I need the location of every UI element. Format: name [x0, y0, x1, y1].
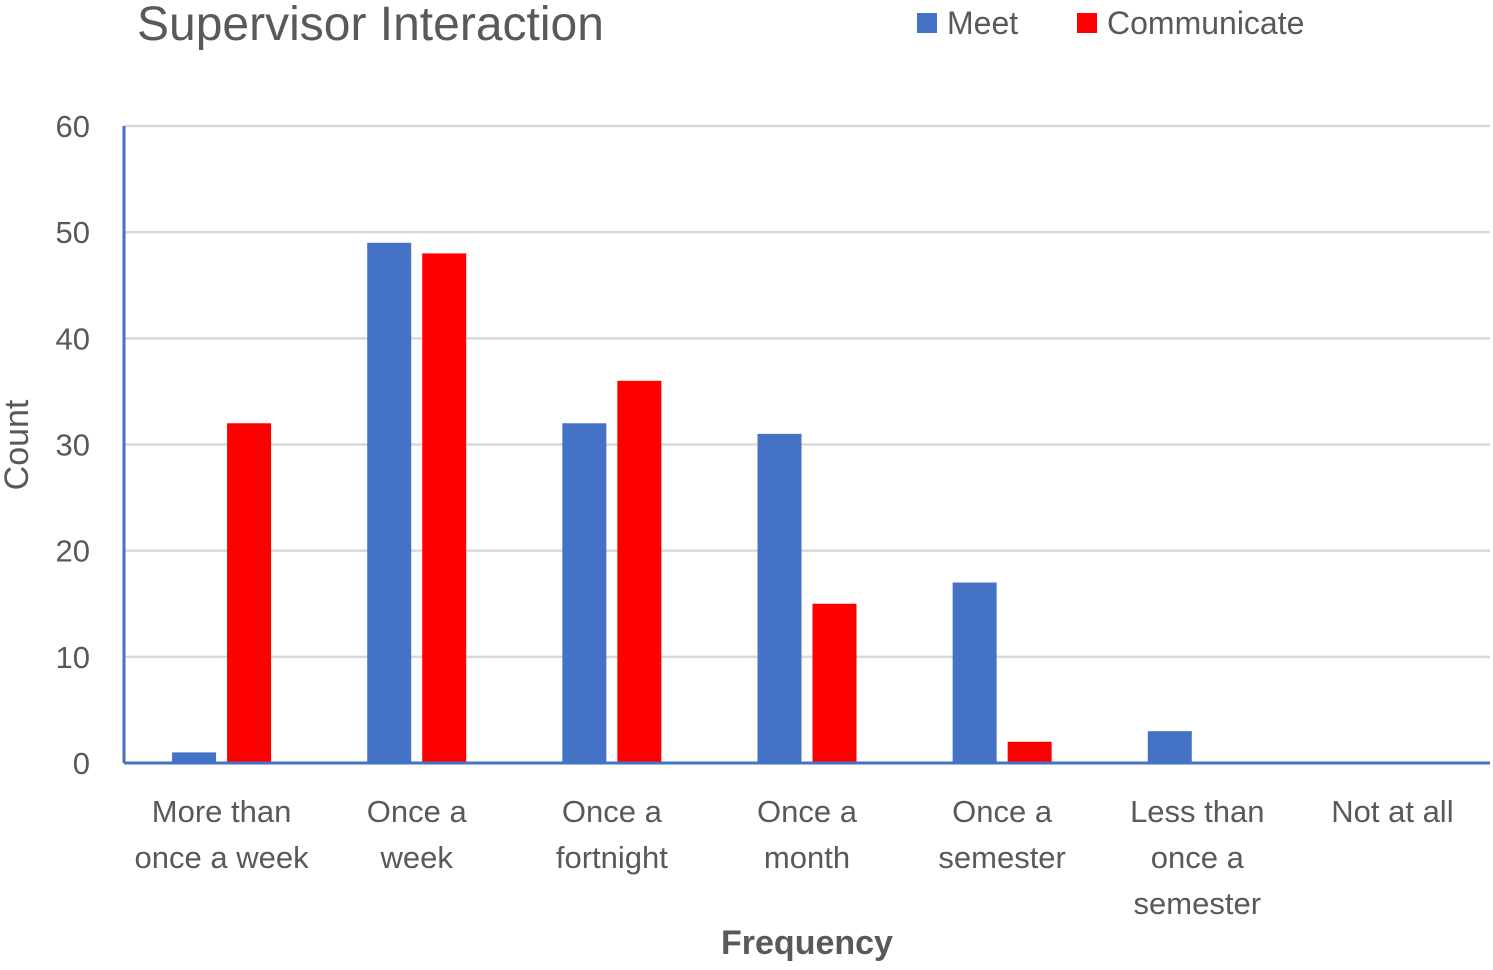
x-category-line: Once a: [367, 794, 468, 829]
bar-communicate-1: [422, 253, 467, 763]
y-tick-label-20: 20: [56, 534, 90, 569]
x-category-line: Less than: [1130, 794, 1264, 829]
x-category-label-1: Once a week: [367, 794, 468, 875]
bar-meet-0: [172, 752, 217, 763]
bar-meet-3: [757, 433, 802, 763]
bar-meet-1: [367, 242, 412, 764]
x-category-line: once a week: [135, 840, 310, 875]
y-axis-title: Count: [0, 399, 36, 490]
bar-meet-2: [562, 423, 607, 763]
y-tick-label-30: 30: [56, 428, 90, 463]
legend-swatch-communicate: [1077, 13, 1097, 33]
legend: Meet Communicate: [917, 5, 1304, 41]
legend-swatch-meet: [917, 13, 937, 33]
x-category-label-6: Not at all: [1331, 794, 1453, 829]
x-category-line: fortnight: [556, 840, 668, 875]
x-category-line: semester: [938, 840, 1065, 875]
y-tick-label-10: 10: [56, 640, 90, 675]
x-category-line: More than: [152, 794, 292, 829]
x-category-line: month: [764, 840, 850, 875]
x-category-line: semester: [1134, 886, 1261, 921]
bar-communicate-2: [617, 380, 662, 763]
axes: [122, 126, 1490, 765]
x-category-line: Not at all: [1331, 794, 1453, 829]
y-tick-label-40: 40: [56, 321, 90, 356]
bar-communicate-4: [1007, 741, 1052, 763]
y-tick-label-0: 0: [73, 746, 90, 781]
x-category-label-2: Once a fortnight: [556, 794, 668, 875]
y-axis-ticks: 0 10 20 30 40 50 60: [56, 109, 90, 781]
x-category-label-3: Once a month: [757, 794, 858, 875]
x-category-line: once a: [1151, 840, 1245, 875]
x-axis-categories: More than once a week Once a week Once a fort…: [135, 794, 1454, 921]
y-tick-label-60: 60: [56, 109, 90, 144]
x-category-line: Once a: [562, 794, 663, 829]
x-category-line: Once a: [757, 794, 858, 829]
bar-meet-5: [1147, 731, 1192, 763]
bar-meet-4: [952, 582, 997, 763]
legend-label-meet: Meet: [947, 5, 1018, 41]
x-category-label-4: Once a semester: [938, 794, 1065, 875]
bar-communicate-0: [227, 423, 272, 763]
legend-label-communicate: Communicate: [1107, 5, 1304, 41]
chart-title: Supervisor Interaction: [137, 0, 604, 51]
bar-communicate-3: [812, 603, 857, 763]
x-category-label-5: Less than once a semester: [1130, 794, 1264, 921]
x-category-label-0: More than once a week: [135, 794, 310, 875]
x-category-line: week: [380, 840, 454, 875]
x-category-line: Once a: [952, 794, 1053, 829]
gridlines: [124, 124, 1490, 659]
y-tick-label-50: 50: [56, 215, 90, 250]
x-axis-title: Frequency: [721, 924, 893, 962]
bars: [172, 242, 1192, 764]
